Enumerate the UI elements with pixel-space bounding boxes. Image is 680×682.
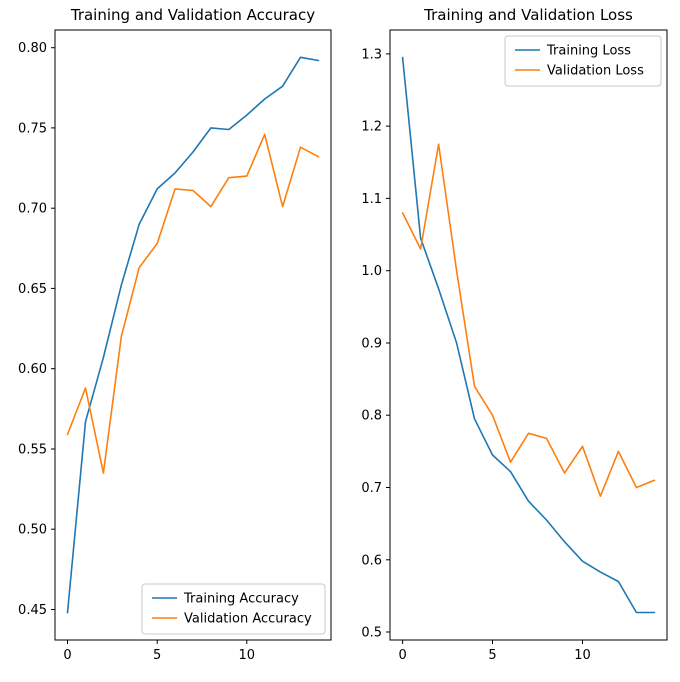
y-tick-label: 0.8	[361, 409, 382, 424]
series-line-validation-accuracy	[66, 133, 320, 474]
series-line-validation-loss	[401, 143, 656, 498]
y-tick-label: 0.55	[18, 443, 47, 458]
loss-chart: 0.5 0.6 0.7 0.8 0.9 1.0 1.1 1.2 1.3 0 5 10 Training …	[361, 29, 668, 663]
x-tick-label: 10	[239, 648, 256, 663]
y-tick-label: 0.60	[18, 362, 47, 377]
legend-label-training-accuracy: Training Accuracy	[183, 592, 299, 607]
y-tick-label: 0.70	[18, 202, 47, 217]
y-tick-label: 1.2	[361, 120, 382, 135]
x-tick-label: 10	[574, 648, 591, 663]
x-tick-label: 0	[398, 648, 406, 663]
legend-box	[141, 583, 326, 635]
y-tick-label: 0.80	[18, 41, 47, 56]
y-tick-label: 1.0	[361, 264, 382, 279]
y-tick-label: 0.9	[361, 337, 382, 352]
y-tick-label: 0.45	[18, 603, 47, 618]
x-tick-label: 5	[153, 648, 161, 663]
accuracy-chart-title: Training and Validation Accuracy	[70, 6, 316, 24]
legend-label-validation-loss: Validation Loss	[547, 64, 644, 79]
loss-chart-title: Training and Validation Loss	[424, 6, 633, 24]
plot-frame	[389, 29, 668, 641]
y-tick-label: 0.6	[361, 553, 382, 568]
plot-frame	[54, 29, 332, 641]
y-tick-label: 0.75	[18, 121, 47, 136]
y-tick-label: 1.3	[361, 47, 382, 62]
x-tick-label: 5	[488, 648, 496, 663]
y-tick-label: 0.7	[361, 481, 382, 496]
series-line-training-loss	[401, 56, 656, 614]
y-tick-label: 0.50	[18, 523, 47, 538]
legend-label-validation-accuracy: Validation Accuracy	[184, 612, 312, 627]
legend-box	[504, 35, 662, 87]
series-line-training-accuracy	[66, 56, 320, 614]
accuracy-chart: 0.45 0.50 0.55 0.60 0.65 0.70 0.75 0.80 0 5 10 Trai…	[18, 29, 332, 663]
y-tick-label: 1.1	[361, 192, 382, 207]
x-tick-label: 0	[63, 648, 71, 663]
y-tick-label: 0.5	[361, 626, 382, 641]
y-tick-label: 0.65	[18, 282, 47, 297]
legend-label-training-loss: Training Loss	[546, 44, 631, 59]
